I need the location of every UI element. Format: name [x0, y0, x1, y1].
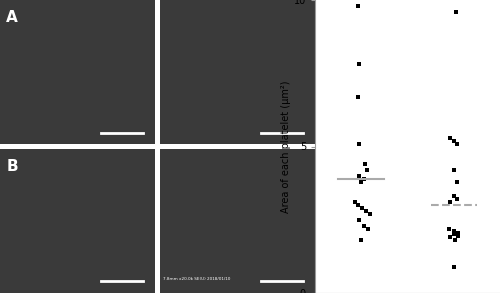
- Text: B: B: [6, 159, 18, 174]
- Y-axis label: Area of each platelet (μm²): Area of each platelet (μm²): [281, 80, 291, 213]
- Text: 7.8mm x20.0k SE(U) 2018/01/10: 7.8mm x20.0k SE(U) 2018/01/10: [163, 277, 230, 282]
- Text: A: A: [6, 10, 18, 25]
